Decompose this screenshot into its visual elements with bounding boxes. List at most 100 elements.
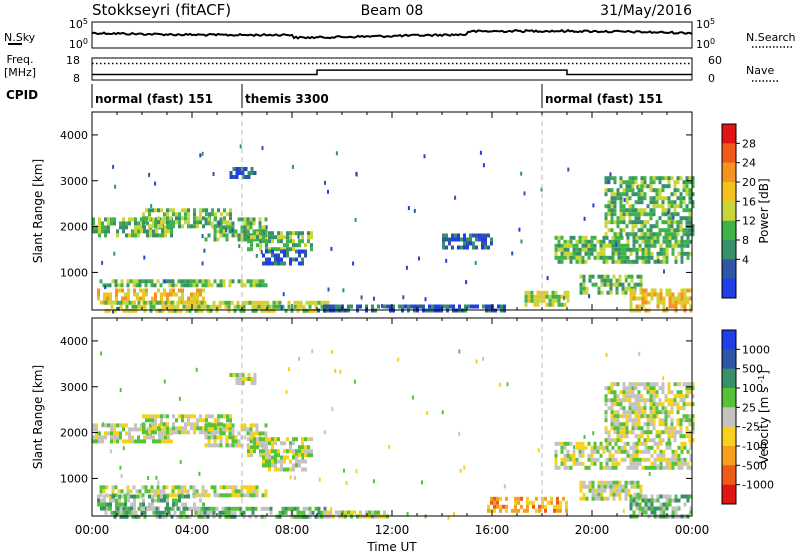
- heatmap-cell: [635, 296, 639, 301]
- heatmap-cell: [335, 304, 338, 309]
- heatmap-cell: [229, 171, 233, 175]
- heatmap-cell: [220, 414, 223, 419]
- heatmap-cell: [249, 225, 253, 230]
- heatmap-cell: [656, 296, 660, 301]
- heatmap-cell: [554, 247, 558, 252]
- heatmap-cell: [152, 506, 156, 511]
- heatmap-cell: [191, 506, 195, 511]
- heatmap-cell: [469, 233, 472, 238]
- heatmap-cell: [160, 224, 163, 229]
- heatmap-cell: [296, 510, 300, 515]
- y-tick-label: 2000: [60, 221, 88, 234]
- heatmap-cell: [206, 308, 210, 313]
- heatmap-cell: [629, 498, 633, 503]
- heatmap-cell: [575, 461, 579, 466]
- heatmap-cell: [345, 481, 348, 485]
- heatmap-cell: [618, 492, 622, 497]
- heatmap-cell: [673, 438, 677, 443]
- heatmap-cell: [554, 255, 558, 260]
- heatmap-cell: [250, 381, 254, 385]
- heatmap-cell: [284, 506, 288, 511]
- heatmap-cell: [650, 494, 654, 499]
- heatmap-cell: [554, 457, 558, 462]
- heatmap-cell: [199, 212, 202, 217]
- heatmap-cell: [218, 514, 222, 519]
- heatmap-cell: [628, 382, 632, 387]
- heatmap-cell: [286, 467, 289, 472]
- heatmap-cell: [181, 292, 184, 297]
- heatmap-cell: [616, 398, 620, 403]
- heatmap-cell: [563, 445, 567, 450]
- heatmap-cell: [244, 377, 248, 381]
- heatmap-cell: [164, 506, 168, 511]
- heatmap-cell: [683, 300, 687, 305]
- heatmap-cell: [637, 418, 641, 423]
- heatmap-cell: [691, 414, 695, 419]
- heatmap-cell: [597, 290, 601, 295]
- heatmap-cell: [248, 514, 252, 519]
- heatmap-cell: [174, 283, 178, 288]
- heatmap-cell: [289, 441, 292, 446]
- heatmap-cell: [274, 459, 277, 464]
- heatmap-cell: [662, 255, 666, 260]
- heatmap-cell: [554, 441, 558, 446]
- heatmap-cell: [569, 235, 573, 240]
- heatmap-cell: [652, 414, 656, 419]
- heatmap-cell: [661, 390, 665, 395]
- heatmap-cell: [431, 304, 434, 309]
- heatmap-cell: [207, 279, 211, 284]
- heatmap-cell: [365, 510, 368, 515]
- heatmap-cell: [613, 398, 617, 403]
- heatmap-cell: [545, 294, 549, 299]
- heatmap-cell: [627, 282, 631, 287]
- heatmap-cell: [277, 261, 280, 266]
- heatmap-cell: [222, 423, 226, 428]
- heatmap-cell: [259, 231, 262, 236]
- heatmap-cell: [195, 489, 199, 494]
- heatmap-cell: [199, 498, 202, 503]
- heatmap-cell: [609, 290, 613, 295]
- heatmap-cell: [615, 282, 619, 287]
- heatmap-cell: [641, 494, 645, 499]
- heatmap-cell: [173, 492, 176, 497]
- heatmap-cell: [652, 390, 656, 395]
- heatmap-cell: [295, 231, 298, 236]
- heatmap-cell: [644, 498, 648, 503]
- heatmap-cell: [597, 488, 601, 493]
- heatmap-cell: [155, 514, 159, 519]
- heatmap-cell: [280, 305, 283, 310]
- heatmap-cell: [688, 176, 692, 181]
- heatmap-cell: [260, 506, 264, 511]
- heatmap-cell: [634, 208, 638, 213]
- heatmap-cell: [155, 510, 159, 515]
- heatmap-cell: [619, 434, 623, 439]
- heatmap-cell: [224, 506, 228, 511]
- heatmap-cell: [643, 208, 647, 213]
- heatmap-cell: [97, 296, 100, 301]
- heatmap-cell: [670, 422, 674, 427]
- heatmap-cell: [472, 245, 475, 250]
- heatmap-cell: [136, 296, 139, 301]
- heatmap-cell: [664, 212, 668, 217]
- heatmap-cell: [233, 506, 237, 511]
- heatmap-cell: [112, 494, 115, 499]
- heatmap-cell: [641, 296, 645, 301]
- heatmap-cell: [572, 453, 576, 458]
- heatmap-cell: [596, 457, 600, 462]
- heatmap-cell: [204, 423, 208, 428]
- heatmap-cell: [113, 423, 116, 428]
- heatmap-cell: [658, 398, 662, 403]
- heatmap-cell: [157, 426, 160, 431]
- heatmap-cell: [607, 430, 611, 435]
- heatmap-cell: [614, 247, 618, 252]
- heatmap-cell: [213, 229, 217, 234]
- heatmap-cell: [295, 449, 298, 454]
- heatmap-cell: [641, 300, 645, 305]
- heatmap-cell: [92, 221, 95, 226]
- heatmap-cell: [203, 304, 207, 309]
- heatmap-cell: [229, 426, 232, 431]
- heatmap-cell: [118, 502, 121, 507]
- heatmap-cell: [613, 394, 617, 399]
- heatmap-cell: [607, 176, 611, 181]
- heatmap-cell: [538, 508, 541, 513]
